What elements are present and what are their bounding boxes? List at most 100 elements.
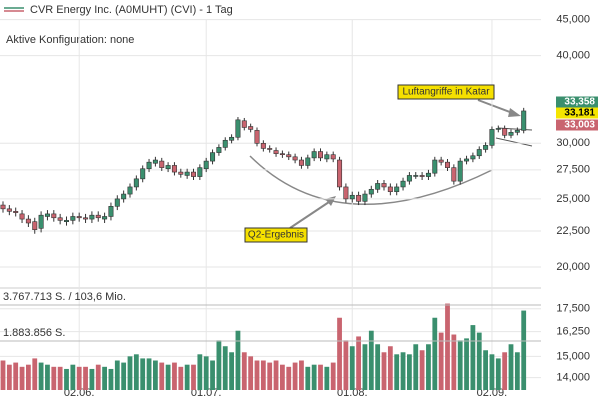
- candle-body: [171, 165, 177, 173]
- volume-bar: [133, 354, 139, 390]
- volume-bar: [165, 364, 171, 390]
- volume-bar: [330, 362, 336, 390]
- candle-body: [305, 157, 311, 166]
- volume-bar: [394, 354, 400, 390]
- volume-bar: [280, 364, 285, 390]
- volume-bar: [83, 366, 88, 390]
- candle-body: [127, 186, 133, 195]
- candle-body: [83, 217, 89, 220]
- volume-bar: [318, 364, 323, 390]
- plot: 20,000 22,500 25,000 27,500 30,000 40,000 45,0…: [0, 14, 598, 399]
- volume-bar: [438, 332, 444, 390]
- volume-bar: [502, 352, 508, 390]
- volume-bar: [76, 366, 82, 390]
- candle-body: [248, 126, 254, 130]
- volume-bar: [445, 303, 450, 390]
- y-tick-label: 27,500: [556, 164, 590, 176]
- candle-body: [95, 214, 101, 219]
- volume-bar: [6, 364, 12, 390]
- candle-body: [184, 171, 190, 176]
- volume-bar: [13, 362, 19, 390]
- volume-bar: [349, 346, 355, 390]
- y-tick-label: 40,000: [556, 49, 590, 61]
- y-tick-label: 14,000: [556, 372, 590, 384]
- candle-body: [51, 213, 57, 219]
- volume-bar: [121, 362, 127, 390]
- volume-bar: [51, 366, 57, 390]
- candle-body: [216, 147, 222, 153]
- annotation: Luftangriffe in Katar: [402, 87, 490, 98]
- annotation-box: [244, 227, 308, 243]
- candle-body: [464, 158, 470, 162]
- volume-bar: [172, 362, 177, 390]
- volume-bar: [95, 364, 101, 390]
- volume-bar: [210, 360, 215, 390]
- volume-bar: [140, 358, 146, 390]
- candle-body: [267, 148, 273, 150]
- volume-bar: [413, 344, 419, 390]
- volume-bar: [514, 352, 520, 390]
- candle-body: [197, 167, 203, 177]
- volume-bar: [108, 368, 114, 390]
- candle-body: [324, 154, 330, 160]
- volume-bar: [222, 346, 228, 390]
- candle-body: [470, 155, 476, 160]
- candle-body: [425, 172, 431, 177]
- candle-body: [70, 216, 76, 221]
- candle-body: [146, 161, 152, 170]
- volume-bar: [248, 356, 254, 390]
- candle-body: [114, 198, 120, 207]
- volume-bar: [45, 364, 50, 390]
- volume-bar: [470, 325, 476, 390]
- candle-body: [317, 151, 323, 159]
- candle-body: [102, 216, 108, 220]
- candle-body: [451, 167, 457, 182]
- chart-title: CVR Energy Inc. (A0MUHT) (CVI) - 1 Tag: [30, 4, 233, 16]
- y-tick-label: 15,000: [556, 350, 590, 362]
- volume-bar: [32, 358, 38, 390]
- volume-bar: [381, 352, 387, 390]
- volume-bar: [235, 330, 241, 390]
- trend-curve: [249, 155, 493, 206]
- volume-bar: [229, 352, 234, 390]
- volume-bar: [241, 352, 247, 390]
- arrow: [477, 99, 516, 115]
- candle-body: [279, 153, 285, 156]
- candle-body: [152, 159, 158, 164]
- candle-body: [32, 221, 38, 230]
- volume-bar: [508, 344, 514, 390]
- candle-body: [235, 119, 241, 138]
- arrow: [289, 199, 333, 229]
- volume-bar: [184, 364, 190, 390]
- volume-bar: [521, 310, 527, 390]
- candle-body: [394, 186, 400, 192]
- candle-body: [191, 171, 197, 177]
- volume-bar: [38, 362, 44, 390]
- volume-bar: [146, 358, 152, 390]
- volume-bar: [299, 360, 304, 390]
- candle-body: [25, 218, 31, 224]
- candle-body: [400, 180, 406, 188]
- candle-body: [292, 156, 298, 161]
- candle-body: [273, 150, 279, 154]
- y-tick-label: 16,250: [556, 326, 590, 338]
- volume-bar: [495, 358, 501, 390]
- volume-bar: [368, 330, 374, 390]
- candle-body: [108, 206, 114, 217]
- candle-body: [311, 151, 317, 159]
- candle-body: [260, 143, 266, 149]
- volume-bar: [203, 356, 209, 390]
- volume-bar: [387, 346, 393, 390]
- candle-body: [362, 193, 368, 202]
- candle-body: [76, 216, 82, 219]
- arrow-head: [508, 108, 521, 117]
- candle-body: [286, 154, 292, 158]
- y-tick-label: 45,000: [556, 14, 590, 26]
- candle-body: [521, 110, 527, 131]
- candle-body: [44, 213, 50, 217]
- candle-body: [159, 160, 165, 168]
- candle-body: [57, 217, 63, 221]
- volume-bar: [419, 350, 425, 390]
- candle-body: [6, 208, 12, 212]
